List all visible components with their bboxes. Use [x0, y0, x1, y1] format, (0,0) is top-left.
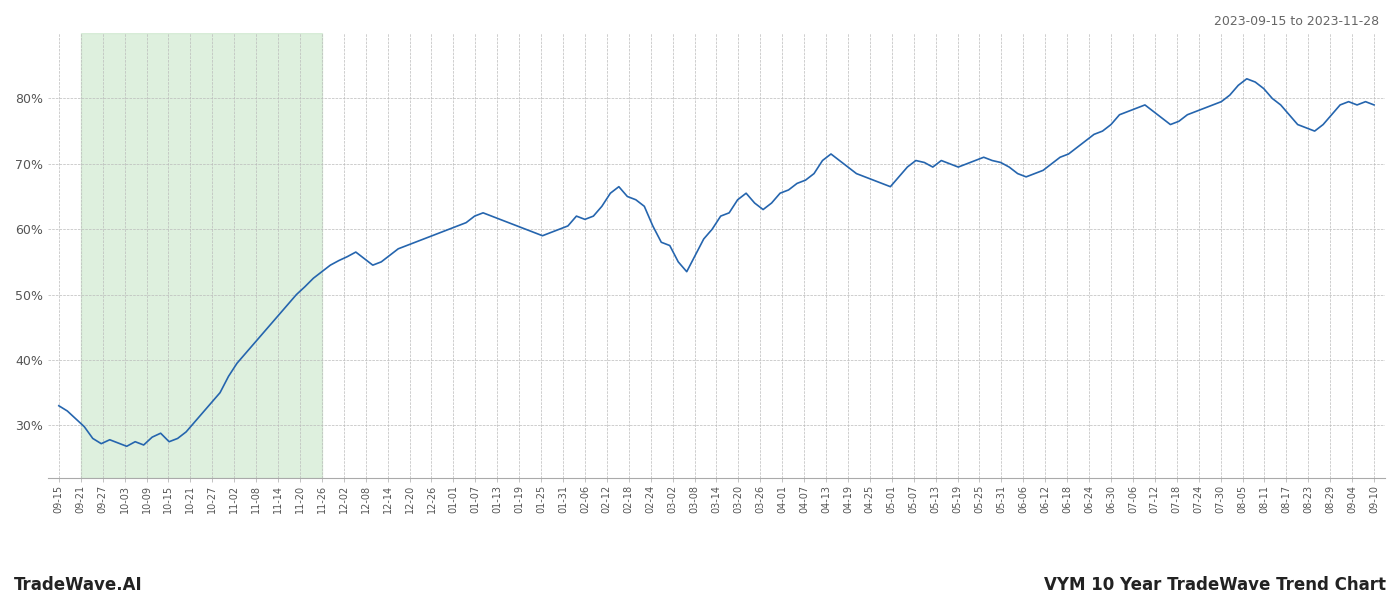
Bar — [81, 33, 322, 478]
Text: TradeWave.AI: TradeWave.AI — [14, 576, 143, 594]
Text: VYM 10 Year TradeWave Trend Chart: VYM 10 Year TradeWave Trend Chart — [1044, 576, 1386, 594]
Text: 2023-09-15 to 2023-11-28: 2023-09-15 to 2023-11-28 — [1214, 15, 1379, 28]
